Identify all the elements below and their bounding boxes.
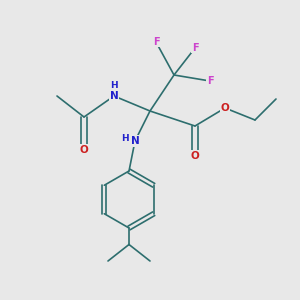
Text: N: N: [130, 136, 140, 146]
Text: O: O: [190, 151, 200, 161]
Text: N: N: [110, 91, 118, 101]
Text: H: H: [122, 134, 129, 142]
Text: H: H: [110, 81, 118, 90]
Text: O: O: [80, 145, 88, 155]
Text: F: F: [153, 37, 159, 47]
Text: O: O: [220, 103, 230, 113]
Text: F: F: [192, 43, 198, 53]
Text: F: F: [207, 76, 213, 86]
